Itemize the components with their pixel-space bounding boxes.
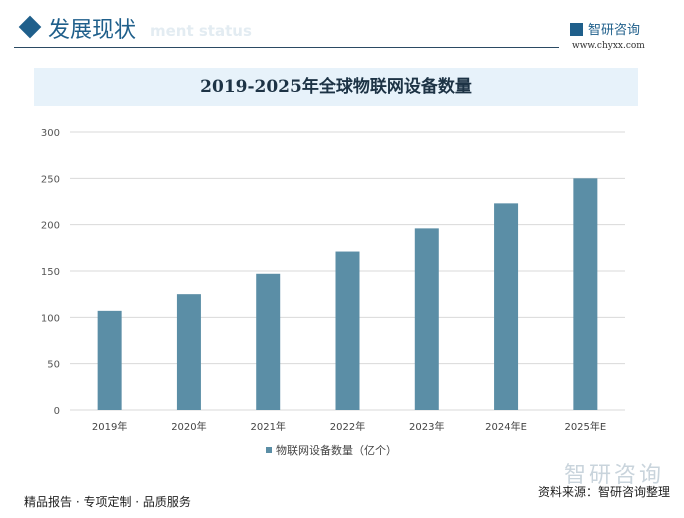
bar bbox=[414, 228, 439, 410]
source-note: 资料来源：智研咨询整理 bbox=[537, 485, 670, 499]
y-tick-label: 200 bbox=[41, 221, 60, 232]
divider bbox=[14, 47, 559, 48]
x-tick-label: 2021年 bbox=[250, 420, 285, 433]
chart-title: 2019-2025年全球物联网设备数量 bbox=[34, 68, 638, 106]
y-tick-label: 0 bbox=[54, 406, 60, 417]
x-tick-label: 2023年 bbox=[409, 420, 444, 433]
legend-label: 物联网设备数量（亿个） bbox=[276, 443, 397, 457]
bar bbox=[494, 203, 519, 410]
brand-logo: 智研咨询 bbox=[570, 19, 640, 38]
bar bbox=[573, 178, 598, 410]
header: ment status 发展现状 智研咨询 www.chyxx.com bbox=[0, 0, 684, 60]
legend-swatch bbox=[266, 447, 272, 453]
section-title: 发展现状 bbox=[48, 18, 137, 43]
x-tick-label: 2024年E bbox=[485, 420, 527, 433]
y-tick-label: 100 bbox=[41, 313, 60, 324]
x-tick-label: 2019年 bbox=[92, 420, 127, 433]
bar bbox=[256, 273, 281, 410]
brand-name: 智研咨询 bbox=[588, 23, 641, 38]
y-tick-label: 150 bbox=[41, 267, 60, 278]
y-tick-label: 300 bbox=[41, 128, 60, 139]
footer-slogan: 精品报告 · 专项定制 · 品质服务 bbox=[24, 495, 191, 509]
y-tick-label: 250 bbox=[41, 174, 60, 185]
watermark: 智研咨询 bbox=[563, 463, 664, 488]
brand-url: www.chyxx.com bbox=[572, 41, 645, 51]
x-tick-label: 2025年E bbox=[564, 420, 606, 433]
bar bbox=[335, 251, 360, 410]
x-tick-label: 2020年 bbox=[171, 420, 206, 433]
x-tick-label: 2022年 bbox=[330, 420, 365, 433]
bar bbox=[176, 294, 201, 410]
y-tick-label: 50 bbox=[47, 360, 60, 371]
logo-icon bbox=[570, 23, 583, 36]
bar bbox=[97, 310, 122, 410]
header-subtitle: ment status bbox=[150, 22, 252, 40]
